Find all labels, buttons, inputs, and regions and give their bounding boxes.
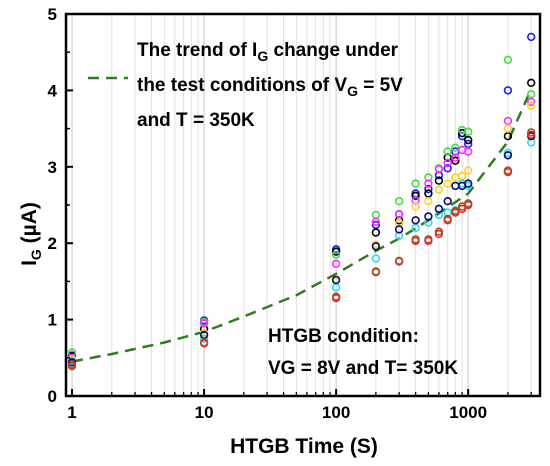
data-point (411, 216, 420, 225)
data-point (503, 116, 513, 126)
y-tick-label: 3 (48, 158, 57, 177)
data-point (451, 153, 460, 162)
data-point (434, 185, 444, 194)
data-point (503, 55, 513, 64)
data-point (424, 235, 433, 244)
y-tick-label: 5 (48, 5, 57, 24)
data-points (67, 32, 536, 371)
data-point (411, 179, 420, 188)
data-point (443, 214, 452, 224)
data-point (331, 247, 341, 256)
data-point (464, 179, 473, 188)
data-point (526, 32, 536, 42)
data-point (394, 225, 404, 234)
y-tick-label: 4 (48, 81, 58, 100)
data-point (371, 217, 381, 227)
data-point (451, 156, 460, 165)
data-point (503, 166, 513, 175)
data-point (443, 158, 452, 168)
data-point (424, 184, 433, 194)
y-tick-label: 1 (48, 311, 57, 330)
data-point (331, 259, 341, 268)
data-point (331, 292, 341, 301)
y-tick-label: 2 (48, 234, 57, 253)
data-point (371, 254, 381, 263)
trend-legend-line-2: the test conditions of VG = 5V (137, 75, 403, 99)
x-tick-label: 1 (67, 403, 76, 422)
x-axis-title: HTGB Time (S) (230, 435, 378, 458)
data-point (331, 250, 341, 259)
data-point (434, 204, 444, 214)
data-point (443, 179, 452, 188)
x-tick-label: 1000 (449, 403, 487, 422)
data-point (526, 89, 536, 99)
data-point (526, 97, 536, 107)
data-point (424, 212, 433, 221)
data-point (526, 128, 536, 137)
data-point (199, 334, 209, 343)
data-point (424, 189, 433, 198)
x-tick-label: 10 (195, 403, 214, 422)
trend-legend: The trend of IG change under the test co… (88, 40, 403, 131)
data-point (331, 283, 341, 292)
data-point (434, 227, 444, 236)
data-point (526, 101, 536, 110)
trend-legend-line-3: and T = 350K (137, 110, 255, 131)
data-point (411, 202, 420, 211)
data-point (411, 191, 420, 201)
data-point (464, 199, 473, 208)
data-point (443, 197, 452, 206)
data-point (411, 235, 420, 244)
data-point (503, 151, 513, 160)
data-point (424, 197, 433, 206)
htgb-condition-line-1: HTGB condition: (268, 326, 419, 347)
y-tick-label: 0 (48, 387, 57, 406)
y-axis-title: IG (µA) (18, 202, 44, 266)
data-point (371, 267, 381, 276)
trend-legend-line-1: The trend of IG change under (137, 40, 399, 64)
data-point (394, 197, 404, 206)
htgb-condition-line-2: VG = 8V and T= 350K (268, 358, 458, 379)
data-point (503, 124, 513, 133)
data-point (443, 147, 452, 156)
data-point (503, 86, 513, 95)
data-point (199, 338, 209, 347)
data-point (434, 164, 444, 174)
data-point (434, 176, 444, 185)
data-point (371, 242, 381, 251)
data-point (424, 179, 433, 188)
data-point (199, 319, 209, 328)
data-point (464, 127, 473, 136)
data-point (443, 164, 452, 173)
data-point (371, 228, 381, 237)
data-point (394, 256, 404, 265)
data-point (331, 275, 341, 285)
data-point (451, 206, 460, 216)
data-point (199, 330, 209, 340)
x-tick-label: 100 (322, 403, 350, 422)
data-point (526, 78, 536, 88)
data-point (464, 166, 473, 175)
data-point (464, 135, 473, 145)
data-point (394, 210, 404, 219)
data-point (67, 362, 77, 371)
data-point (464, 147, 473, 156)
